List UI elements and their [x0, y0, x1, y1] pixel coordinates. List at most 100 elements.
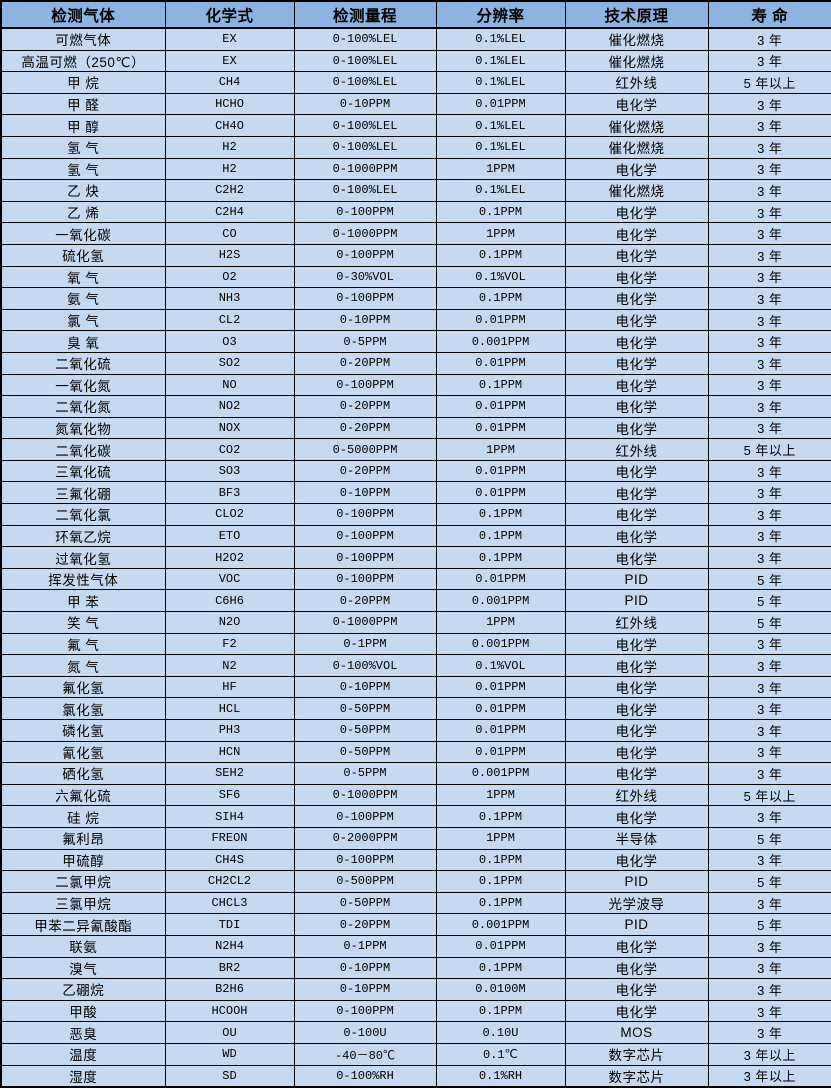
cell-formula: SD — [164, 1064, 295, 1088]
cell-formula: EX — [164, 27, 295, 51]
cell-formula: CO — [164, 222, 295, 245]
cell-gas: 二氧化硫 — [0, 351, 166, 375]
cell-formula: HCHO — [164, 92, 295, 116]
cell-life: 3 年 — [707, 805, 831, 828]
cell-life: 3 年 — [707, 330, 831, 353]
cell-principle: 电化学 — [564, 762, 709, 785]
cell-principle: 电化学 — [564, 848, 709, 872]
table-row: 二氧化氮 NO2 0-20PPM 0.01PPM 电化学 3 年 — [0, 395, 831, 418]
column-header-range[interactable]: 检测量程 — [293, 0, 437, 29]
cell-resolution: 0.01PPM — [435, 459, 566, 483]
cell-gas: 三氟化硼 — [0, 481, 166, 505]
cell-resolution: 0.1PPM — [435, 891, 566, 915]
cell-resolution: 0.01PPM — [435, 567, 566, 591]
cell-life: 5 年以上 — [707, 438, 831, 461]
cell-resolution: 1PPM — [435, 826, 566, 850]
cell-gas: 二氧化碳 — [0, 438, 166, 461]
cell-gas: 一氧化氮 — [0, 373, 166, 397]
cell-principle: 电化学 — [564, 287, 709, 310]
cell-principle: 电化学 — [564, 222, 709, 245]
cell-resolution: 0.01PPM — [435, 719, 566, 742]
cell-resolution: 0.1%LEL — [435, 49, 566, 73]
cell-resolution: 0.1PPM — [435, 546, 566, 569]
cell-resolution: 0.1%VOL — [435, 265, 566, 289]
table-row: 氟化氢 HF 0-10PPM 0.01PPM 电化学 3 年 — [0, 675, 831, 699]
cell-resolution: 0.1PPM — [435, 848, 566, 872]
table-row: 高温可燃（250℃） EX 0-100%LEL 0.1%LEL 催化燃烧 3 年 — [0, 49, 831, 73]
cell-principle: 光学波导 — [564, 891, 709, 915]
cell-life: 3 年 — [707, 416, 831, 440]
cell-life: 3 年 — [707, 1021, 831, 1044]
cell-range: 0-10PPM — [293, 675, 437, 699]
cell-gas: 氧 气 — [0, 265, 166, 289]
column-header-principle[interactable]: 技术原理 — [564, 0, 709, 29]
column-header-formula[interactable]: 化学式 — [164, 0, 295, 29]
cell-principle: 电化学 — [564, 92, 709, 116]
cell-principle: 电化学 — [564, 956, 709, 980]
cell-range: 0-1000PPM — [293, 611, 437, 634]
table-row: 甲 苯 C6H6 0-20PPM 0.001PPM PID 5 年 — [0, 589, 831, 613]
cell-resolution: 1PPM — [435, 611, 566, 634]
cell-resolution: 0.1%LEL — [435, 135, 566, 159]
cell-formula: B2H6 — [164, 978, 295, 1001]
cell-principle: 数字芯片 — [564, 1042, 709, 1066]
cell-life: 3 年 — [707, 978, 831, 1001]
cell-resolution: 0.01PPM — [435, 351, 566, 375]
cell-gas: 三氯甲烷 — [0, 891, 166, 915]
cell-gas: 一氧化碳 — [0, 222, 166, 245]
table-row: 甲 烷 CH4 0-100%LEL 0.1%LEL 红外线 5 年以上 — [0, 71, 831, 94]
cell-life: 3 年 — [707, 287, 831, 310]
cell-range: 0-100PPM — [293, 805, 437, 828]
cell-range: 0-100PPM — [293, 503, 437, 526]
table-row: 氮 气 N2 0-100%VOL 0.1%VOL 电化学 3 年 — [0, 654, 831, 677]
cell-gas: 乙硼烷 — [0, 978, 166, 1001]
cell-resolution: 1PPM — [435, 783, 566, 807]
cell-formula: SF6 — [164, 783, 295, 807]
table-row: 可燃气体 EX 0-100%LEL 0.1%LEL 催化燃烧 3 年 — [0, 27, 831, 51]
cell-range: 0-20PPM — [293, 913, 437, 936]
cell-formula: NO2 — [164, 395, 295, 418]
cell-principle: 红外线 — [564, 438, 709, 461]
cell-resolution: 0.1PPM — [435, 956, 566, 980]
cell-principle: 红外线 — [564, 71, 709, 94]
cell-range: 0-100PPM — [293, 999, 437, 1023]
column-header-resolution[interactable]: 分辨率 — [435, 0, 566, 29]
cell-life: 5 年 — [707, 826, 831, 850]
cell-life: 3 年 — [707, 114, 831, 137]
cell-life: 3 年 — [707, 654, 831, 677]
table-row: 三氟化硼 BF3 0-10PPM 0.01PPM 电化学 3 年 — [0, 481, 831, 505]
cell-life: 3 年 — [707, 546, 831, 569]
cell-formula: C2H2 — [164, 179, 295, 202]
cell-resolution: 0.1PPM — [435, 870, 566, 893]
table-row: 甲 醇 CH4O 0-100%LEL 0.1%LEL 催化燃烧 3 年 — [0, 114, 831, 137]
cell-principle: PID — [564, 870, 709, 893]
cell-life: 3 年 — [707, 27, 831, 51]
cell-principle: 电化学 — [564, 524, 709, 548]
cell-principle: 电化学 — [564, 697, 709, 720]
table-row: 温度 WD -40－80℃ 0.1℃ 数字芯片 3 年以上 — [0, 1042, 831, 1066]
cell-resolution: 0.001PPM — [435, 589, 566, 613]
cell-principle: 半导体 — [564, 826, 709, 850]
column-header-gas[interactable]: 检测气体 — [0, 0, 166, 29]
cell-resolution: 1PPM — [435, 222, 566, 245]
column-header-life[interactable]: 寿 命 — [707, 0, 831, 29]
cell-life: 3 年 — [707, 934, 831, 958]
cell-range: 0-500PPM — [293, 870, 437, 893]
cell-formula: BF3 — [164, 481, 295, 505]
cell-formula: H2 — [164, 157, 295, 181]
table-row: 氨 气 NH3 0-100PPM 0.1PPM 电化学 3 年 — [0, 287, 831, 310]
cell-formula: SIH4 — [164, 805, 295, 828]
cell-formula: O3 — [164, 330, 295, 353]
cell-principle: 电化学 — [564, 200, 709, 224]
cell-life: 3 年 — [707, 891, 831, 915]
cell-principle: 电化学 — [564, 481, 709, 505]
cell-formula: N2O — [164, 611, 295, 634]
cell-life: 3 年 — [707, 762, 831, 785]
table-row: 二氧化硫 SO2 0-20PPM 0.01PPM 电化学 3 年 — [0, 351, 831, 375]
cell-range: 0-30%VOL — [293, 265, 437, 289]
cell-gas: 氮氧化物 — [0, 416, 166, 440]
cell-formula: FREON — [164, 826, 295, 850]
cell-principle: PID — [564, 567, 709, 591]
cell-formula: N2H4 — [164, 934, 295, 958]
cell-principle: 电化学 — [564, 740, 709, 764]
